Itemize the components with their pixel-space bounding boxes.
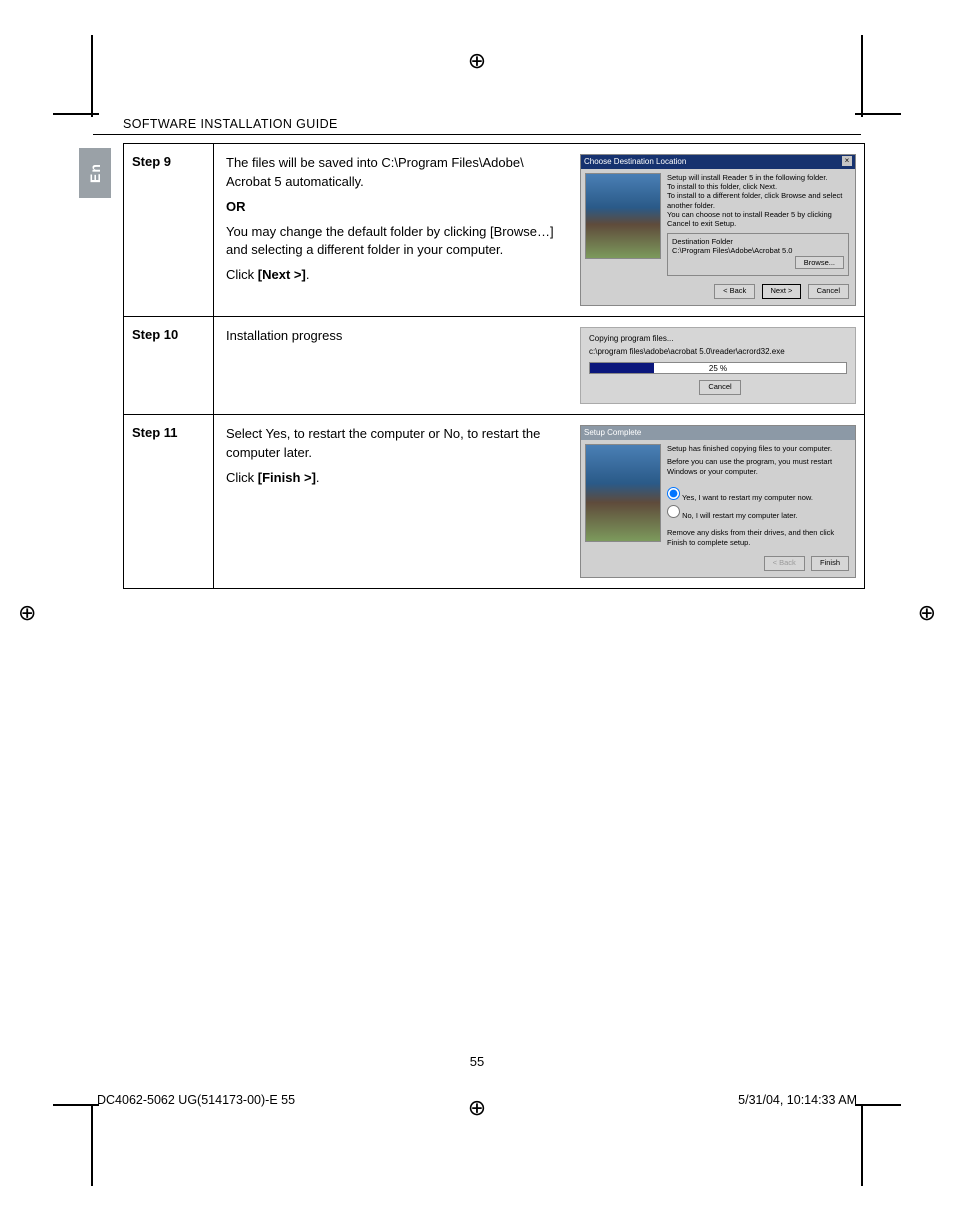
progress-line1: Copying program files... xyxy=(589,333,847,345)
destination-folder-path: C:\Program Files\Adobe\Acrobat 5.0 xyxy=(672,246,792,255)
progress-line2: c:\program files\adobe\acrobat 5.0\reade… xyxy=(589,346,847,358)
step-body: Select Yes, to restart the computer or N… xyxy=(214,415,864,588)
page-number: 55 xyxy=(470,1054,484,1069)
screenshot-progress: Copying program files... c:\program file… xyxy=(580,327,856,404)
dialog-progress: Copying program files... c:\program file… xyxy=(580,327,856,404)
cancel-button[interactable]: Cancel xyxy=(699,380,740,395)
radio-yes[interactable]: Yes, I want to restart my computer now. xyxy=(667,487,849,503)
dialog-button-row: < Back Finish xyxy=(581,552,855,577)
cropmark-corner xyxy=(861,35,863,117)
language-tab: En xyxy=(79,148,111,198)
step11-line2: Click [Finish >]. xyxy=(226,469,566,488)
step-body: Installation progress Copying program fi… xyxy=(214,317,864,414)
browse-button[interactable]: Browse... xyxy=(795,256,844,269)
table-row: Step 10 Installation progress Copying pr… xyxy=(124,316,864,414)
destination-folder-label: Destination Folder xyxy=(672,237,844,246)
dialog-titlebar: Setup Complete xyxy=(581,426,855,440)
step-label: Step 10 xyxy=(124,317,214,414)
radio-yes-input[interactable] xyxy=(667,487,680,500)
dlg1-line2: To install to this folder, click Next. xyxy=(667,182,849,191)
step9-line1: The files will be saved into C:\Program … xyxy=(226,154,566,192)
page-footer: DC4062-5062 UG(514173-00)-E 55 5/31/04, … xyxy=(93,1093,861,1107)
progress-bar: 25 % xyxy=(589,362,847,374)
cropmark-corner xyxy=(53,113,99,115)
finish-button[interactable]: Finish xyxy=(811,556,849,571)
radio-no[interactable]: No, I will restart my computer later. xyxy=(667,505,849,521)
page-header: SOFTWARE INSTALLATION GUIDE xyxy=(93,117,861,135)
dlg3-line1: Setup has finished copying files to your… xyxy=(667,444,849,454)
cropmark-corner xyxy=(91,35,93,117)
screenshot-setup-complete: Setup Complete Setup has finished copyin… xyxy=(580,425,856,578)
screenshot-choose-destination: Choose Destination Location × Setup will… xyxy=(580,154,856,306)
dialog-button-row: < Back Next > Cancel xyxy=(581,280,855,305)
footer-right: 5/31/04, 10:14:33 AM xyxy=(738,1093,857,1107)
step9-line2: You may change the default folder by cli… xyxy=(226,223,566,261)
radio-no-input[interactable] xyxy=(667,505,680,518)
step9-or: OR xyxy=(226,198,566,217)
cropmark-corner xyxy=(855,1104,901,1106)
steps-table: Step 9 The files will be saved into C:\P… xyxy=(123,143,865,589)
table-row: Step 11 Select Yes, to restart the compu… xyxy=(124,414,864,588)
progress-percent: 25 % xyxy=(590,363,846,375)
cropmark-corner xyxy=(855,113,901,115)
step-text: The files will be saved into C:\Program … xyxy=(226,154,566,306)
step11-line1: Select Yes, to restart the computer or N… xyxy=(226,425,566,463)
cropmark-top: ⊕ xyxy=(468,48,486,74)
back-button-disabled: < Back xyxy=(764,556,805,571)
step-body: The files will be saved into C:\Program … xyxy=(214,144,864,316)
step-label: Step 11 xyxy=(124,415,214,588)
step9-line3: Click [Next >]. xyxy=(226,266,566,285)
next-button[interactable]: Next > xyxy=(762,284,802,299)
dlg3-line3: Remove any disks from their drives, and … xyxy=(667,528,849,548)
cropmark-right: ⊕ xyxy=(918,600,936,626)
destination-folder-group: Destination Folder C:\Program Files\Adob… xyxy=(667,233,849,276)
step10-line1: Installation progress xyxy=(226,327,566,346)
cropmark-left: ⊕ xyxy=(18,600,36,626)
dialog-choose-destination: Choose Destination Location × Setup will… xyxy=(580,154,856,306)
dialog-titlebar: Choose Destination Location × xyxy=(581,155,855,169)
restart-radio-group: Yes, I want to restart my computer now. … xyxy=(667,487,849,521)
dlg1-line4: You can choose not to install Reader 5 b… xyxy=(667,210,849,229)
installer-side-image xyxy=(585,444,661,542)
step-text: Select Yes, to restart the computer or N… xyxy=(226,425,566,578)
page: SOFTWARE INSTALLATION GUIDE En Step 9 Th… xyxy=(93,117,861,1103)
dlg1-line3: To install to a different folder, click … xyxy=(667,191,849,210)
back-button[interactable]: < Back xyxy=(714,284,755,299)
cancel-button[interactable]: Cancel xyxy=(808,284,849,299)
step-label: Step 9 xyxy=(124,144,214,316)
installer-side-image xyxy=(585,173,661,259)
cropmark-corner xyxy=(861,1104,863,1186)
dlg1-line1: Setup will install Reader 5 in the follo… xyxy=(667,173,849,182)
dialog-setup-complete: Setup Complete Setup has finished copyin… xyxy=(580,425,856,578)
dlg3-line2: Before you can use the program, you must… xyxy=(667,457,849,477)
table-row: Step 9 The files will be saved into C:\P… xyxy=(124,144,864,316)
cropmark-corner xyxy=(91,1104,93,1186)
footer-left: DC4062-5062 UG(514173-00)-E 55 xyxy=(97,1093,295,1107)
step-text: Installation progress xyxy=(226,327,566,404)
close-icon[interactable]: × xyxy=(842,156,852,166)
dialog-title: Choose Destination Location xyxy=(584,156,686,168)
